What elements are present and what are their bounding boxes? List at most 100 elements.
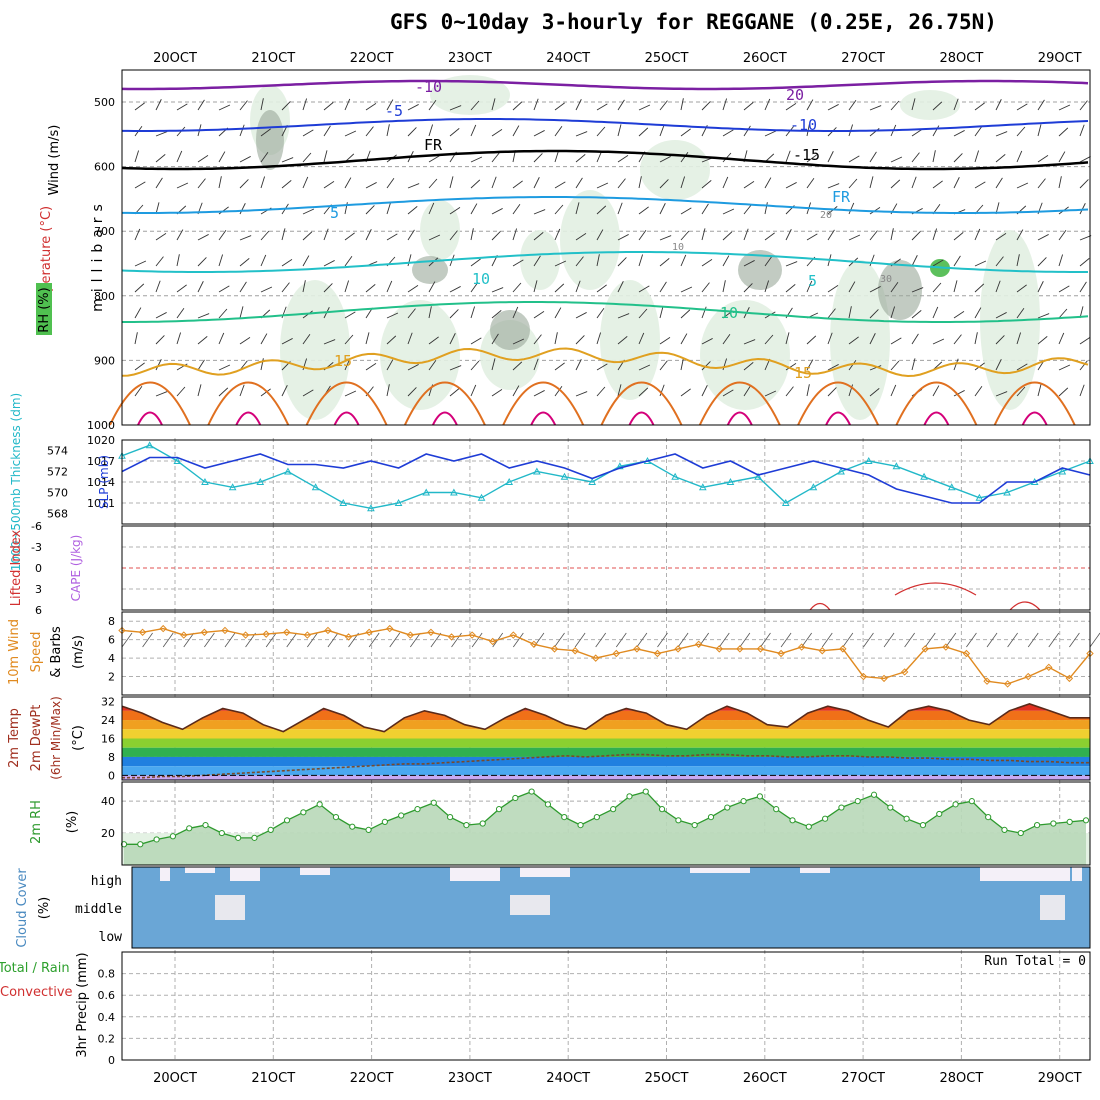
wind-barb <box>596 229 604 241</box>
wind-barb <box>890 306 896 319</box>
wind-barb <box>323 150 328 163</box>
wind-barb <box>659 179 669 189</box>
wind-barb <box>407 364 419 371</box>
wind-barb <box>575 202 580 215</box>
wind-barb <box>869 105 882 111</box>
cloud-cover-panel <box>131 866 1091 949</box>
rh-point <box>495 806 503 813</box>
thickness-point <box>698 483 707 491</box>
rh-point <box>381 818 388 826</box>
pressure-tick: 600 <box>94 161 115 174</box>
wind-barb <box>281 385 288 397</box>
wind-barb <box>1016 150 1023 163</box>
rh-point <box>838 804 845 811</box>
wind-barb <box>953 255 961 267</box>
wind-barb <box>806 233 818 241</box>
date-label-top: 28OCT <box>940 51 984 66</box>
wind-barb <box>638 104 651 111</box>
wind-barb <box>638 176 642 189</box>
wind-barb-10m <box>615 632 627 648</box>
wind-barb <box>197 313 210 319</box>
wind-barb <box>449 206 461 215</box>
rh-point <box>1050 820 1057 827</box>
wind-speed-point <box>900 668 909 676</box>
rh-area <box>124 791 1086 865</box>
rh-point <box>952 801 959 808</box>
wind-barb <box>1037 384 1042 397</box>
contour-plus30 <box>137 411 163 426</box>
wind-barb <box>1016 386 1026 397</box>
slp-tick: 1020 <box>87 434 115 447</box>
wind-barb <box>827 104 839 111</box>
wind-barb <box>533 280 538 293</box>
wind-speed-point <box>159 624 167 633</box>
thickness-line <box>121 444 1091 510</box>
wind-speed-point <box>118 626 126 635</box>
wind-barb <box>617 257 627 267</box>
rh-point <box>251 834 258 841</box>
rh-point <box>610 806 617 813</box>
wind-barb <box>449 105 462 111</box>
wind-barb <box>932 228 938 241</box>
wind-barb-10m <box>780 632 792 648</box>
wind-speed-point <box>921 645 929 653</box>
cloud-gap <box>215 895 245 920</box>
wind-speed-point <box>1045 663 1053 672</box>
wind-barb <box>365 362 377 371</box>
wind-barb <box>743 260 755 267</box>
wind-barb <box>974 283 985 293</box>
wind-barb <box>407 229 415 241</box>
wind-barb <box>134 181 146 189</box>
wind-barb <box>722 208 735 215</box>
precip-tick: 0.8 <box>98 968 116 981</box>
wind-barb <box>260 333 268 345</box>
wind-barb <box>575 131 588 137</box>
wind10m-panel <box>118 611 1100 696</box>
wind-barb <box>722 98 728 111</box>
rh-point <box>447 814 454 821</box>
dewpoint-line <box>122 753 1090 779</box>
wind-barb <box>197 154 209 163</box>
wind-barb <box>533 390 545 397</box>
label-precip: 3hr Precip (mm) <box>75 952 90 1057</box>
contour-plus30 <box>431 411 458 426</box>
wind-barb <box>407 284 419 293</box>
wind-barb <box>449 176 454 189</box>
wind-barb <box>554 125 563 137</box>
wind-barb <box>302 129 314 137</box>
cloud-gap <box>450 867 500 881</box>
wind-speed-point <box>653 649 662 658</box>
date-label-top: 27OCT <box>841 51 885 66</box>
rh-point <box>398 812 405 819</box>
wind-barb <box>1037 257 1047 267</box>
wind-barb <box>575 232 587 241</box>
wind-barb <box>785 362 797 371</box>
thickness-tick: 574 <box>47 445 68 458</box>
wind-barb <box>449 365 462 371</box>
wind-barb <box>806 154 817 163</box>
wind-barb <box>848 281 856 293</box>
wind-barb <box>1079 100 1088 111</box>
wind-barb <box>176 307 185 319</box>
wind-barb <box>659 306 664 319</box>
wind-barb <box>1079 360 1088 371</box>
wind-barb <box>596 332 602 345</box>
wind-barb <box>827 332 833 345</box>
wind-speed-point <box>777 649 785 658</box>
thickness-tick: 572 <box>47 466 68 479</box>
pressure-tick: 900 <box>94 354 115 367</box>
li-line <box>809 602 831 611</box>
thickness-point <box>837 467 845 475</box>
wind-barb <box>827 151 834 163</box>
wind-barb <box>512 338 525 345</box>
wind-barb <box>344 232 355 241</box>
wind-barb <box>1037 178 1046 189</box>
wind-speed-point <box>550 645 559 653</box>
wind-barb <box>869 365 882 371</box>
wind-barb <box>554 260 567 267</box>
wind-barb <box>953 280 958 293</box>
rh-point <box>153 836 160 843</box>
wind-barb <box>617 99 625 111</box>
pressure-tick: 1000 <box>87 419 115 432</box>
wind-barb <box>953 153 963 163</box>
